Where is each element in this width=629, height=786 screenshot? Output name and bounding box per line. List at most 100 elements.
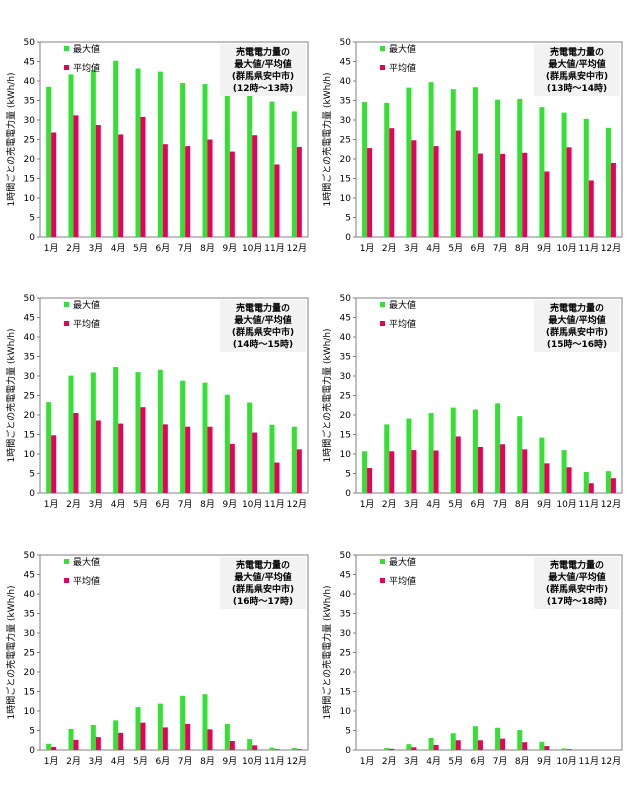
- y-tick-label: 50: [340, 294, 352, 304]
- legend-label: 最大値: [73, 556, 100, 568]
- y-tick-label: 50: [340, 38, 352, 48]
- x-tick-label: 11月: [579, 243, 599, 254]
- y-tick-label: 0: [29, 489, 35, 499]
- y-tick-label: 40: [24, 590, 36, 600]
- bar-max: [68, 74, 74, 237]
- bar-avg: [51, 435, 57, 493]
- y-tick-label: 0: [345, 233, 351, 243]
- bar-max: [269, 424, 275, 493]
- chart-title-line: 最大値/平均値: [234, 58, 291, 70]
- bar-max: [247, 739, 253, 750]
- bar-avg: [252, 432, 258, 493]
- x-tick-label: 5月: [133, 756, 148, 767]
- x-tick-label: 6月: [471, 243, 486, 254]
- bar-avg: [274, 164, 280, 237]
- bar-max: [135, 372, 141, 493]
- bar-avg: [411, 140, 417, 237]
- y-tick-label: 5: [345, 470, 351, 480]
- chart-title-line: (16時〜17時): [233, 595, 293, 607]
- title-box: [220, 44, 306, 96]
- x-tick-label: 4月: [111, 243, 126, 254]
- y-tick-label: 50: [24, 294, 36, 304]
- bar-avg: [477, 153, 483, 237]
- y-tick-label: 25: [340, 136, 351, 146]
- chart-title-line: 最大値/平均値: [548, 314, 605, 326]
- x-tick-label: 12月: [287, 756, 307, 767]
- y-tick-label: 35: [24, 610, 35, 620]
- bar-max: [517, 416, 523, 493]
- bar-max: [202, 382, 208, 493]
- bar-max: [472, 726, 478, 750]
- bar-avg: [367, 468, 373, 493]
- x-tick-label: 9月: [222, 756, 237, 767]
- y-tick-label: 5: [345, 214, 351, 224]
- bar-avg: [207, 729, 213, 750]
- bar-avg: [95, 737, 101, 750]
- legend-swatch: [64, 302, 69, 307]
- x-tick-label: 9月: [222, 499, 237, 510]
- bar-max: [90, 70, 96, 237]
- legend-label: 最大値: [389, 43, 416, 55]
- chart-title-line: 売電電力量の: [236, 559, 290, 571]
- y-tick-label: 15: [340, 688, 351, 698]
- x-tick-label: 1月: [360, 756, 375, 767]
- bar-max: [495, 403, 501, 493]
- bar-avg: [500, 444, 506, 493]
- legend-label: 平均値: [73, 62, 100, 74]
- legend-label: 平均値: [73, 318, 100, 330]
- title-box: [220, 557, 306, 609]
- x-tick-label: 5月: [448, 499, 463, 510]
- chart-title-line: (群馬県安中市): [546, 70, 608, 82]
- bar-max: [269, 747, 275, 750]
- bar-avg: [118, 134, 124, 237]
- bar-max: [561, 450, 567, 493]
- bar-max: [247, 402, 253, 493]
- bar-max: [472, 409, 478, 493]
- y-tick-label: 30: [24, 372, 36, 382]
- x-tick-label: 2月: [66, 499, 81, 510]
- y-tick-label: 5: [29, 470, 35, 480]
- bar-avg: [252, 745, 258, 750]
- bar-avg: [229, 741, 235, 750]
- chart-5: 0 5 10 15 20 25 30 35 40 45 50 1時間ごとの売電電力量 (kWh/h) 1…: [5, 551, 309, 767]
- x-tick-label: 8月: [515, 499, 530, 510]
- bar-avg: [207, 139, 213, 237]
- y-axis-label: 1時間ごとの売電電力量 (kWh/h): [321, 72, 333, 206]
- y-axis-label: 1時間ごとの売電電力量 (kWh/h): [5, 328, 17, 462]
- x-tick-label: 12月: [601, 756, 621, 767]
- bar-avg: [610, 478, 616, 493]
- bar-avg: [118, 423, 124, 493]
- bar-max: [450, 733, 456, 750]
- x-tick-label: 1月: [360, 243, 375, 254]
- x-tick-label: 12月: [287, 499, 307, 510]
- x-tick-label: 7月: [178, 499, 193, 510]
- bar-max: [605, 471, 611, 493]
- bar-max: [113, 367, 119, 493]
- y-tick-label: 45: [340, 58, 351, 68]
- bar-avg: [610, 162, 616, 237]
- bar-avg: [185, 426, 191, 493]
- x-tick-label: 7月: [493, 499, 508, 510]
- y-tick-label: 0: [29, 233, 35, 243]
- x-tick-label: 1月: [44, 499, 59, 510]
- x-tick-label: 10月: [242, 499, 262, 510]
- x-tick-label: 10月: [556, 756, 576, 767]
- y-tick-label: 40: [340, 77, 352, 87]
- x-tick-label: 4月: [111, 499, 126, 510]
- bar-max: [583, 118, 589, 237]
- legend-swatch: [380, 302, 385, 307]
- bar-avg: [140, 407, 146, 493]
- x-tick-label: 11月: [579, 756, 599, 767]
- bar-max: [180, 695, 186, 750]
- bar-avg: [433, 450, 439, 493]
- y-tick-label: 35: [340, 610, 351, 620]
- chart-title-line: 最大値/平均値: [548, 58, 605, 70]
- bar-avg: [118, 732, 124, 750]
- bar-max: [202, 84, 208, 237]
- x-tick-label: 11月: [264, 499, 284, 510]
- chart-title-line: (群馬県安中市): [232, 70, 294, 82]
- bar-avg: [185, 723, 191, 750]
- bar-avg: [229, 443, 235, 493]
- bar-max: [605, 127, 611, 237]
- y-tick-label: 15: [24, 175, 35, 185]
